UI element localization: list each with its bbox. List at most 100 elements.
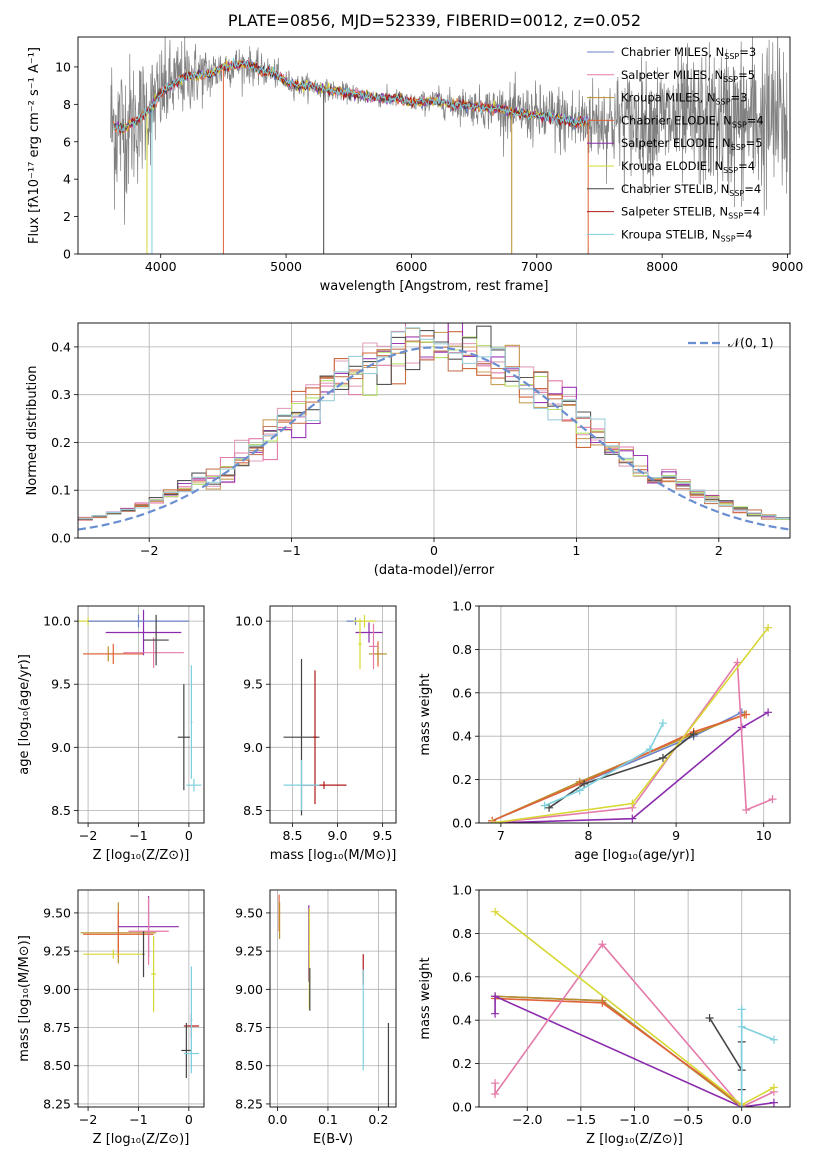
histogram-chabrier-stelib <box>78 325 790 520</box>
y-tick-label: 0.4 <box>51 339 71 354</box>
y-tick-label: 0.2 <box>452 1056 472 1071</box>
y-tick-label: 0.6 <box>452 685 472 700</box>
x-tick-label: −2 <box>140 543 158 558</box>
plot-area <box>110 37 788 254</box>
y-tick-label: 10 <box>55 59 71 74</box>
y-tick-label: 8 <box>63 97 71 112</box>
x-tick-label: 9 <box>672 828 680 843</box>
y-tick-label: 1.0 <box>452 599 472 614</box>
marker-plus <box>658 753 667 762</box>
panel-massweight-vs-z: −2.0 −1.5 −1.0 −0.5 0.0 0.0 0.2 0.4 0.6 0.8 1.0 Z [… <box>418 883 791 1147</box>
marker-plus <box>645 745 654 754</box>
model-salpeter-stelib <box>112 60 590 135</box>
x-axis-label: age [log₁₀(age/yr)] <box>574 848 695 863</box>
error-point <box>83 911 154 958</box>
marker-plus <box>769 1098 778 1107</box>
x-tick-label: 9.0 <box>328 828 348 843</box>
y-tick-label: 9.50 <box>43 905 71 920</box>
x-tick-label: 9000 <box>772 259 804 274</box>
y-tick-label: 9.00 <box>235 982 263 997</box>
x-tick-label: 8000 <box>646 259 678 274</box>
x-tick-label: −1.5 <box>566 1112 596 1127</box>
error-point <box>369 646 387 662</box>
panel-mass-vs-ebv: 0.0 0.1 0.2 8.25 8.50 8.75 9.00 9.25 9.50 E(B-V) <box>235 889 397 1147</box>
marker-plus <box>628 814 637 823</box>
x-tick-label: −1.0 <box>619 1112 649 1127</box>
x-axis-label: (data-model)/error <box>374 563 495 578</box>
error-point <box>358 618 362 670</box>
marker-plus <box>598 940 607 949</box>
figure-title: PLATE=0856, MJD=52339, FIBERID=0012, z=0… <box>227 11 642 30</box>
marker-plus <box>580 779 589 788</box>
x-tick-label: 0 <box>185 828 193 843</box>
marker-plus <box>733 658 742 667</box>
y-tick-label: 0 <box>63 247 71 262</box>
y-tick-label: 9.5 <box>51 677 71 692</box>
marker-plus <box>488 819 497 823</box>
y-tick-label: 10.0 <box>43 614 71 629</box>
y-tick-label: 8.5 <box>243 803 263 818</box>
marker-plus <box>491 1089 500 1098</box>
legend-label: Chabrier MILES, NSSP=3 <box>621 45 756 61</box>
y-axis-label: mass weight <box>418 957 433 1039</box>
legend-label: Kroupa STELIB, NSSP=4 <box>621 227 752 243</box>
marker-plus <box>491 1009 500 1018</box>
error-point <box>83 643 144 665</box>
y-axis-label: Normed distribution <box>25 366 40 496</box>
error-point <box>123 637 184 668</box>
normal-curve <box>78 346 790 531</box>
y-tick-label: 0.8 <box>452 926 472 941</box>
plot-area <box>78 890 204 1107</box>
legend-label: Chabrier STELIB, NSSP=4 <box>621 182 761 198</box>
marker-plus <box>491 1079 500 1088</box>
x-tick-label: 1 <box>572 543 580 558</box>
y-tick-label: 9.00 <box>43 982 71 997</box>
legend-label: Salpeter STELIB, NSSP=4 <box>621 205 760 221</box>
marker-plus <box>737 1103 746 1107</box>
plot-area <box>270 606 396 823</box>
error-point <box>369 623 378 670</box>
y-axis-label: mass [log₁₀(M/M⊙)] <box>17 935 32 1062</box>
x-tick-label: 9.5 <box>373 828 393 843</box>
error-point <box>142 931 145 978</box>
marker-plus <box>768 795 777 804</box>
x-tick-label: 2 <box>715 543 723 558</box>
y-tick-label: 8.50 <box>235 1058 263 1073</box>
y-axis-label: mass weight <box>418 673 433 755</box>
x-tick-label: −2.0 <box>512 1112 542 1127</box>
y-tick-label: 0.0 <box>51 531 71 546</box>
y-tick-label: 9.0 <box>243 740 263 755</box>
series-chabrier-elodie <box>491 713 747 822</box>
marker-plus <box>705 1014 714 1023</box>
axes-frame <box>77 605 205 824</box>
x-axis-label: E(B-V) <box>313 1132 353 1147</box>
y-tick-label: 0.2 <box>51 435 71 450</box>
y-tick-label: 0.2 <box>452 772 472 787</box>
error-point <box>283 759 320 811</box>
y-tick-label: 8.25 <box>43 1096 71 1111</box>
panel-age-vs-mass: 8.5 9.0 9.5 8.5 9.0 9.5 10.0 mass [log₁₀(M/M⊙)] <box>235 605 397 863</box>
x-tick-label: 8 <box>585 828 593 843</box>
legend: Chabrier MILES, NSSP=3 Salpeter MILES, NS… <box>587 45 764 243</box>
legend-label: Salpeter ELODIE, NSSP=5 <box>621 136 763 152</box>
legend-label: Salpeter MILES, NSSP=5 <box>621 68 755 84</box>
series-salpeter-elodie <box>492 711 769 823</box>
y-tick-label: 0.4 <box>452 1013 472 1028</box>
x-tick-label: 4000 <box>145 259 177 274</box>
marker-plus <box>737 1022 746 1031</box>
model-kroupa-stelib <box>112 57 590 134</box>
legend-label: Chabrier ELODIE, NSSP=4 <box>621 113 764 129</box>
panel-age-vs-z: −2 −1 0 8.5 9.0 9.5 10.0 Z [log₁₀(Z/Z⊙)] age [lo… <box>17 605 205 863</box>
axes-frame <box>77 36 791 255</box>
axes-frame <box>269 605 397 824</box>
panel-residual-hist: −2 −1 0 1 2 0.0 0.1 0.2 0.3 0.4 (data-model)/error… <box>25 322 791 578</box>
marker-plus <box>764 623 773 632</box>
plot-area <box>270 890 396 1107</box>
axes-frame <box>77 322 791 539</box>
x-axis-label: Z [log₁₀(Z/Z⊙)] <box>93 1132 190 1147</box>
y-tick-label: 4 <box>63 172 71 187</box>
plot-area <box>479 890 790 1107</box>
y-tick-label: 6 <box>63 134 71 149</box>
marker-plus <box>491 992 500 1001</box>
marker-plus <box>689 730 698 739</box>
